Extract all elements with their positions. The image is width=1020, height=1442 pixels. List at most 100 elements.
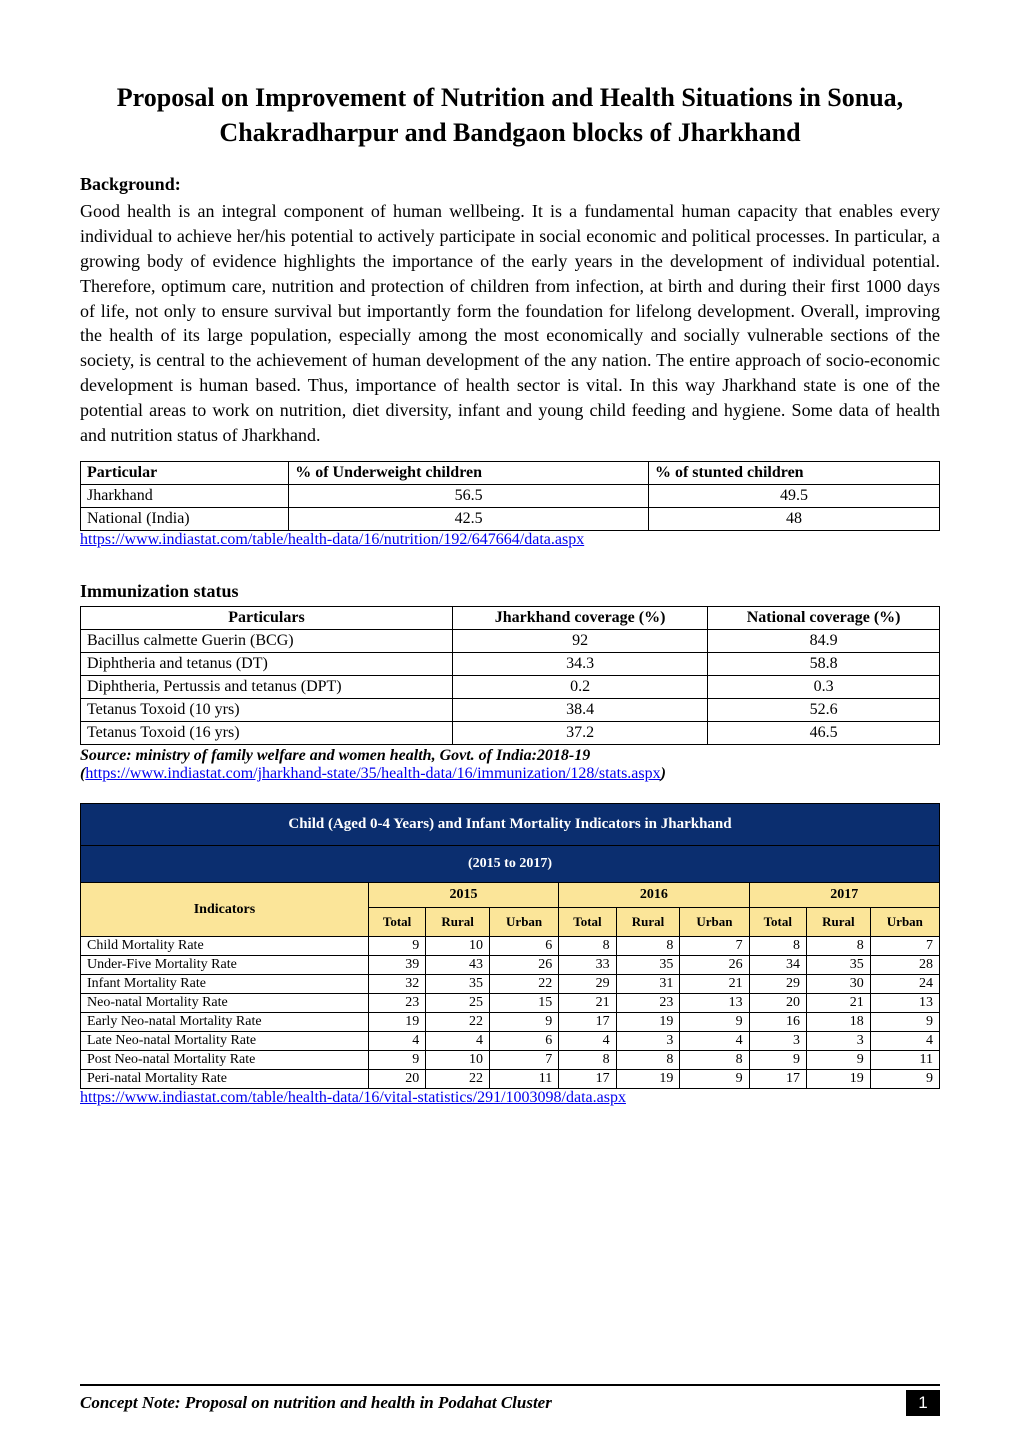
- table-cell: 4: [426, 1032, 490, 1051]
- table-cell: 42.5: [289, 508, 649, 531]
- table-cell: 32: [368, 975, 425, 994]
- page-number: 1: [906, 1390, 940, 1416]
- table-cell: 11: [489, 1070, 558, 1089]
- table-cell: 17: [559, 1070, 616, 1089]
- table-cell: 3: [616, 1032, 680, 1051]
- table-cell: 7: [870, 937, 939, 956]
- sub-col: Rural: [807, 908, 871, 937]
- table-cell: Diphtheria, Pertussis and tetanus (DPT): [81, 676, 453, 699]
- table-cell: 34: [749, 956, 806, 975]
- table-cell: 21: [559, 994, 616, 1013]
- mortality-subtitle: (2015 to 2017): [81, 846, 940, 883]
- table-cell: 4: [870, 1032, 939, 1051]
- table-cell: 19: [616, 1070, 680, 1089]
- table-cell: 24: [870, 975, 939, 994]
- indicator-label: Late Neo-natal Mortality Rate: [81, 1032, 369, 1051]
- table-header: Particular: [81, 462, 289, 485]
- immunization-link[interactable]: https://www.indiastat.com/jharkhand-stat…: [85, 765, 660, 782]
- table-cell: 8: [559, 937, 616, 956]
- table-cell: 11: [870, 1051, 939, 1070]
- table-cell: 21: [680, 975, 749, 994]
- link-suffix: ): [661, 765, 666, 782]
- table-cell: 39: [368, 956, 425, 975]
- year-header: 2015: [368, 883, 558, 908]
- table-row: Early Neo-natal Mortality Rate1922917199…: [81, 1013, 940, 1032]
- table-header: % of stunted children: [648, 462, 939, 485]
- table-cell: 9: [680, 1070, 749, 1089]
- indicator-label: Under-Five Mortality Rate: [81, 956, 369, 975]
- table-row: Diphtheria, Pertussis and tetanus (DPT) …: [81, 676, 940, 699]
- indicator-label: Neo-natal Mortality Rate: [81, 994, 369, 1013]
- sub-col: Urban: [489, 908, 558, 937]
- table-cell: 52.6: [708, 699, 940, 722]
- immunization-link-line: (https://www.indiastat.com/jharkhand-sta…: [80, 765, 940, 783]
- table-cell: 16: [749, 1013, 806, 1032]
- table-cell: 21: [807, 994, 871, 1013]
- mortality-title: Child (Aged 0-4 Years) and Infant Mortal…: [81, 804, 940, 846]
- table-cell: 7: [489, 1051, 558, 1070]
- year-header: 2017: [749, 883, 939, 908]
- table-cell: 20: [749, 994, 806, 1013]
- table-row: Bacillus calmette Guerin (BCG) 92 84.9: [81, 630, 940, 653]
- nutrition-source-link[interactable]: https://www.indiastat.com/table/health-d…: [80, 531, 584, 548]
- table-cell: 31: [616, 975, 680, 994]
- table-cell: 22: [426, 1013, 490, 1032]
- table-cell: 49.5: [648, 485, 939, 508]
- table-cell: 26: [680, 956, 749, 975]
- sub-col: Rural: [616, 908, 680, 937]
- table-cell: 13: [870, 994, 939, 1013]
- table-cell: 19: [368, 1013, 425, 1032]
- table-cell: 6: [489, 937, 558, 956]
- table-cell: 58.8: [708, 653, 940, 676]
- table-cell: 35: [426, 975, 490, 994]
- table-cell: 35: [616, 956, 680, 975]
- table-cell: 0.3: [708, 676, 940, 699]
- table-cell: Bacillus calmette Guerin (BCG): [81, 630, 453, 653]
- table-cell: 9: [489, 1013, 558, 1032]
- table-row: National (India) 42.5 48: [81, 508, 940, 531]
- table-cell: 8: [616, 1051, 680, 1070]
- document-page: Proposal on Improvement of Nutrition and…: [0, 0, 1020, 1442]
- table-cell: 17: [559, 1013, 616, 1032]
- table-row: Late Neo-natal Mortality Rate446434334: [81, 1032, 940, 1051]
- immunization-source: Source: ministry of family welfare and w…: [80, 747, 940, 765]
- table-cell: 23: [368, 994, 425, 1013]
- table-cell: 30: [807, 975, 871, 994]
- mortality-source-link[interactable]: https://www.indiastat.com/table/health-d…: [80, 1089, 626, 1106]
- table-cell: 25: [426, 994, 490, 1013]
- table-cell: 13: [680, 994, 749, 1013]
- table-row: Neo-natal Mortality Rate2325152123132021…: [81, 994, 940, 1013]
- table-cell: 17: [749, 1070, 806, 1089]
- table-cell: 3: [807, 1032, 871, 1051]
- table-cell: 9: [680, 1013, 749, 1032]
- table-header: National coverage (%): [708, 607, 940, 630]
- table-cell: 9: [749, 1051, 806, 1070]
- table-cell: 26: [489, 956, 558, 975]
- table-cell: 20: [368, 1070, 425, 1089]
- table-cell: 19: [616, 1013, 680, 1032]
- table-cell: 8: [807, 937, 871, 956]
- table-header: Jharkhand coverage (%): [452, 607, 707, 630]
- table-cell: 6: [489, 1032, 558, 1051]
- table-cell: 9: [870, 1013, 939, 1032]
- table-cell: 43: [426, 956, 490, 975]
- sub-col: Total: [749, 908, 806, 937]
- table-row: Infant Mortality Rate323522293121293024: [81, 975, 940, 994]
- table-cell: 23: [616, 994, 680, 1013]
- table-cell: National (India): [81, 508, 289, 531]
- sub-col: Rural: [426, 908, 490, 937]
- table-cell: 35: [807, 956, 871, 975]
- table-cell: 46.5: [708, 722, 940, 745]
- nutrition-table: Particular % of Underweight children % o…: [80, 461, 940, 531]
- table-cell: 7: [680, 937, 749, 956]
- table-cell: 92: [452, 630, 707, 653]
- table-cell: 9: [870, 1070, 939, 1089]
- table-cell: 33: [559, 956, 616, 975]
- table-cell: 38.4: [452, 699, 707, 722]
- table-cell: 10: [426, 937, 490, 956]
- table-cell: 28: [870, 956, 939, 975]
- table-cell: 19: [807, 1070, 871, 1089]
- table-row: Post Neo-natal Mortality Rate91078889911: [81, 1051, 940, 1070]
- table-cell: 8: [749, 937, 806, 956]
- page-title: Proposal on Improvement of Nutrition and…: [80, 80, 940, 150]
